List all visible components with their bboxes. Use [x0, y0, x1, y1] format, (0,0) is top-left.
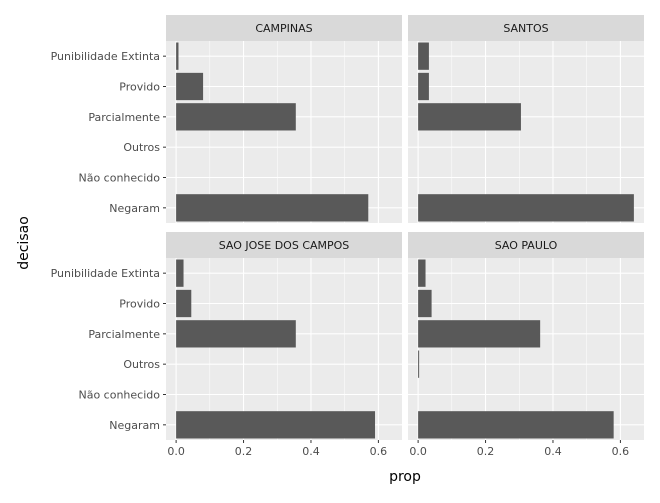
x-tick-label: 0.6 [370, 445, 388, 458]
bar [176, 259, 184, 287]
facet-panel: CAMPINAS Negaram Não conhecido Outros Parcia… [51, 15, 402, 223]
bar [176, 103, 296, 131]
x-tick-label: 0.0 [167, 445, 185, 458]
y-tick-label: Outros [123, 358, 160, 371]
x-axis-title: prop [389, 469, 421, 485]
y-axis-title: decisao [16, 216, 32, 270]
facet-strip-label: SANTOS [503, 22, 548, 35]
x-tick-label: 0.2 [477, 445, 495, 458]
bar [176, 42, 179, 70]
facet-strip [408, 15, 644, 41]
facet-panel: SANTOS [408, 15, 644, 223]
x-tick-label: 0.4 [302, 445, 320, 458]
facet-strip-label: SAO PAULO [495, 239, 558, 252]
bar [176, 411, 376, 439]
panel-background [408, 258, 644, 440]
y-tick-label: Outros [123, 141, 160, 154]
y-tick-label: Punibilidade Extinta [51, 50, 160, 63]
y-tick-label: Negaram [109, 419, 160, 432]
facet-panel: SAO JOSE DOS CAMPOS Negaram Não conhecido O… [51, 232, 402, 458]
bar [176, 289, 192, 318]
facet-strip [166, 232, 402, 258]
y-tick-label: Não conhecido [78, 389, 160, 402]
bar [418, 411, 614, 439]
panel-background [166, 258, 402, 440]
x-tick-label: 0.2 [235, 445, 253, 458]
x-tick-label: 0.6 [612, 445, 630, 458]
y-tick-label: Parcialmente [88, 328, 160, 341]
x-tick-label: 0.0 [409, 445, 427, 458]
facet-strip-label: CAMPINAS [255, 22, 312, 35]
panel-background [166, 41, 402, 223]
y-tick-label: Negaram [109, 202, 160, 215]
x-tick-label: 0.4 [544, 445, 562, 458]
y-tick-label: Parcialmente [88, 111, 160, 124]
facet-panel: SAO PAULO 0.0 0.2 0.4 0.6 [408, 232, 644, 458]
panel-background [408, 41, 644, 223]
bar [418, 42, 429, 70]
bar [418, 194, 634, 222]
bar [418, 259, 426, 287]
bar [176, 320, 296, 348]
bar [176, 194, 369, 222]
y-tick-label: Provido [119, 81, 160, 94]
y-tick-label: Provido [119, 298, 160, 311]
bar [418, 103, 521, 131]
bar [418, 350, 420, 378]
bar [176, 72, 204, 101]
y-tick-label: Não conhecido [78, 172, 160, 185]
y-tick-label: Punibilidade Extinta [51, 267, 160, 280]
bar [418, 72, 429, 101]
bar [418, 289, 432, 318]
facet-strip [408, 232, 644, 258]
facet-strip-label: SAO JOSE DOS CAMPOS [219, 239, 350, 252]
bar [418, 320, 541, 348]
facet-strip [166, 15, 402, 41]
